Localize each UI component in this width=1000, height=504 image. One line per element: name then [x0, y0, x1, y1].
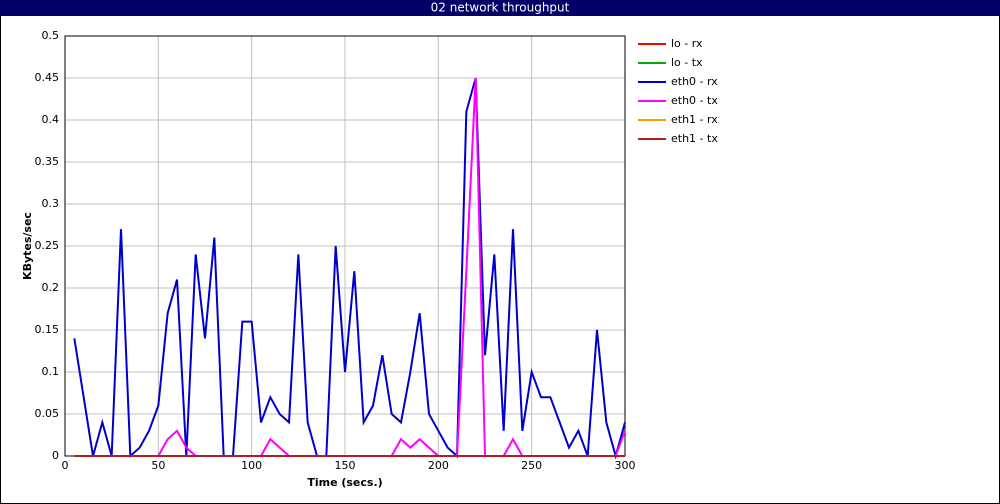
y-tick-label: 0.5: [42, 29, 60, 42]
chart-title: 02 network throughput: [431, 1, 570, 15]
y-tick-label: 0.4: [42, 113, 60, 126]
y-tick-label: 0.1: [42, 365, 60, 378]
x-tick-label: 100: [241, 459, 262, 472]
legend-label: eth0 - tx: [671, 94, 718, 107]
x-tick-label: 50: [151, 459, 165, 472]
legend-label: lo - rx: [671, 37, 703, 50]
legend-label: eth1 - rx: [671, 113, 718, 126]
legend-label: lo - tx: [671, 56, 703, 69]
x-tick-label: 0: [62, 459, 69, 472]
x-tick-label: 150: [335, 459, 356, 472]
series-line: [73, 77, 626, 460]
x-tick-label: 300: [615, 459, 636, 472]
x-axis-label: Time (secs.): [307, 476, 382, 489]
y-tick-label: 0.05: [35, 407, 60, 420]
y-tick-label: 0.25: [35, 239, 60, 252]
y-tick-label: 0: [52, 449, 59, 462]
legend-label: eth0 - rx: [671, 75, 718, 88]
y-tick-label: 0.45: [35, 71, 60, 84]
y-tick-label: 0.35: [35, 155, 60, 168]
y-tick-label: 0.15: [35, 323, 60, 336]
legend-label: eth1 - tx: [671, 132, 718, 145]
y-tick-label: 0.3: [42, 197, 60, 210]
y-tick-label: 0.2: [42, 281, 60, 294]
x-tick-label: 250: [521, 459, 542, 472]
x-tick-label: 200: [428, 459, 449, 472]
y-axis-label: KBytes/sec: [21, 212, 34, 280]
title-bar: [0, 0, 1000, 16]
